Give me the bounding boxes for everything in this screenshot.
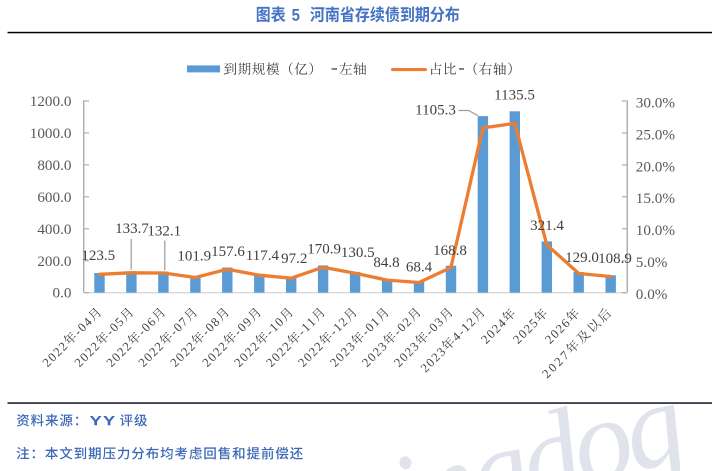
svg-text:170.9: 170.9	[307, 242, 341, 258]
svg-text:20.0%: 20.0%	[636, 158, 676, 175]
svg-text:108.9: 108.9	[598, 251, 632, 267]
svg-text:25.0%: 25.0%	[636, 126, 676, 143]
svg-text:123.5: 123.5	[81, 248, 115, 264]
svg-text:68.4: 68.4	[406, 260, 433, 276]
svg-text:800.0: 800.0	[37, 157, 72, 174]
svg-text:321.4: 321.4	[530, 218, 564, 234]
svg-text:97.2: 97.2	[281, 251, 307, 267]
svg-text:5.0%: 5.0%	[636, 254, 668, 271]
svg-text:130.5: 130.5	[341, 245, 375, 261]
svg-text:117.4: 117.4	[246, 248, 280, 264]
svg-text:15.0%: 15.0%	[636, 190, 676, 207]
svg-text:30.0%: 30.0%	[636, 94, 676, 111]
svg-text:1135.5: 1135.5	[494, 87, 535, 103]
svg-text:400.0: 400.0	[37, 221, 72, 238]
svg-text:0.0: 0.0	[53, 285, 72, 302]
svg-text:1000.0: 1000.0	[30, 125, 72, 142]
svg-text:129.0: 129.0	[565, 250, 599, 266]
svg-text:168.8: 168.8	[433, 243, 467, 259]
svg-text:157.6: 157.6	[211, 244, 245, 260]
svg-text:101.9: 101.9	[177, 249, 211, 265]
svg-text:1105.3: 1105.3	[415, 103, 456, 119]
svg-text:1200.0: 1200.0	[30, 93, 72, 110]
svg-text:133.7: 133.7	[115, 221, 149, 237]
svg-text:84.8: 84.8	[373, 255, 399, 271]
svg-text:600.0: 600.0	[37, 189, 72, 206]
svg-text:0.0%: 0.0%	[636, 286, 668, 303]
svg-text:10.0%: 10.0%	[636, 222, 676, 239]
svg-text:132.1: 132.1	[147, 224, 181, 240]
svg-text:200.0: 200.0	[37, 253, 72, 270]
